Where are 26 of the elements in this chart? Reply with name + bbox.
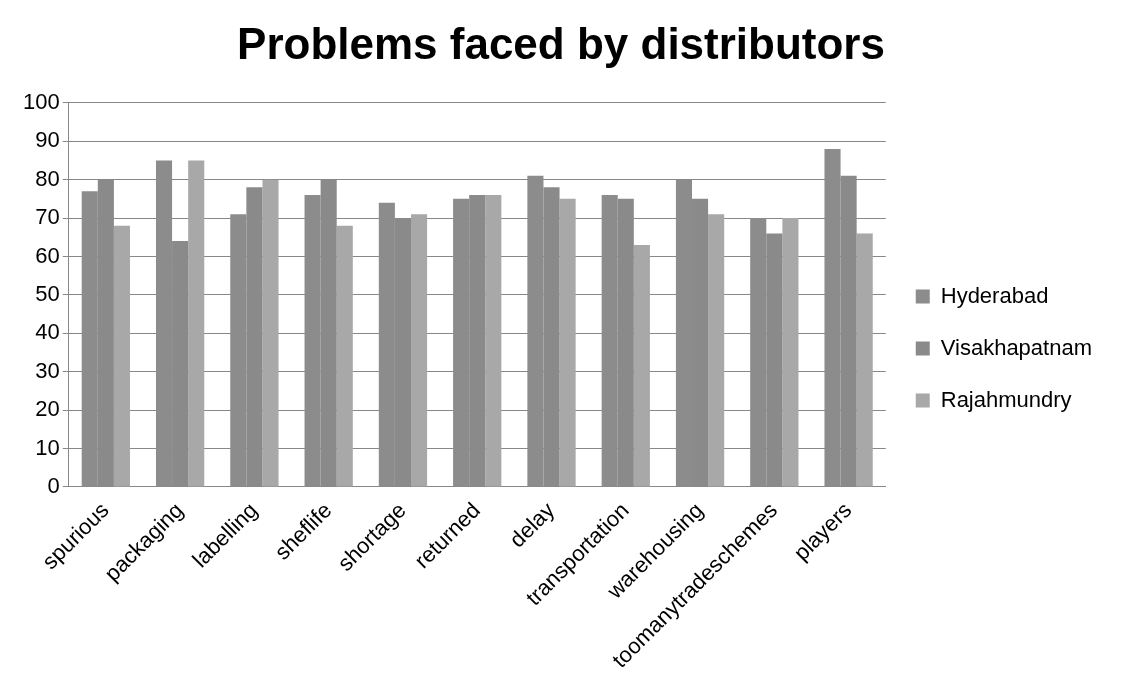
bar <box>336 225 353 487</box>
y-tick-label: 70 <box>35 204 60 230</box>
y-tick-label: 80 <box>35 165 60 191</box>
y-tick-label: 60 <box>35 242 60 268</box>
bar <box>188 160 205 487</box>
y-tick-label: 100 <box>22 88 60 114</box>
y-tick-label: 90 <box>35 127 60 153</box>
y-tick-label: 30 <box>35 357 60 383</box>
chart-title: Problems faced by distributors <box>237 18 885 68</box>
y-tick-label: 40 <box>35 319 60 345</box>
bar <box>708 214 725 487</box>
y-tick-label: 50 <box>35 280 60 306</box>
bar <box>559 198 576 487</box>
legend-label: Visakhapatnam <box>940 334 1092 360</box>
legend-label: Rajahmundry <box>940 386 1072 412</box>
bar <box>633 244 650 487</box>
legend-label: Hyderabad <box>940 282 1049 308</box>
y-tick-label: 10 <box>35 434 60 460</box>
y-tick-label: 20 <box>35 396 60 422</box>
bar <box>485 195 502 487</box>
y-tick-label: 0 <box>47 473 60 499</box>
bar <box>782 218 799 487</box>
bar <box>113 225 130 487</box>
bar <box>856 233 873 487</box>
bar <box>411 214 428 487</box>
bar <box>262 179 279 487</box>
